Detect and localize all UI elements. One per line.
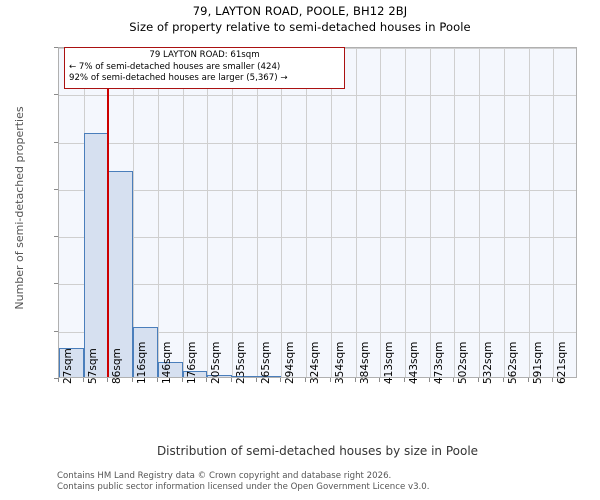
chart-subtitle: Size of property relative to semi-detach… — [129, 20, 471, 34]
y-axis-tick-mark — [54, 330, 58, 332]
x-axis-tick-label: 265sqm — [259, 341, 272, 384]
gridline-vertical — [157, 48, 159, 377]
x-axis-tick-mark — [305, 378, 307, 382]
x-axis-tick-label: 621sqm — [556, 341, 569, 384]
bar — [133, 326, 158, 377]
gridline-vertical — [306, 48, 308, 377]
gridline-vertical — [232, 48, 233, 377]
x-axis-tick-mark — [280, 378, 282, 382]
bar — [232, 375, 257, 377]
x-axis-tick-mark — [453, 378, 455, 382]
gridline-horizontal — [59, 142, 576, 144]
gridline-vertical — [281, 48, 283, 377]
annotation-line-2: ← 7% of semi-detached houses are smaller… — [69, 61, 281, 72]
gridline-vertical — [479, 48, 481, 377]
x-axis-tick-label: 86sqm — [111, 348, 124, 384]
x-axis-tick-mark — [354, 378, 356, 382]
footer-attribution: Contains HM Land Registry data © Crown c… — [57, 471, 429, 492]
gridline-vertical — [405, 48, 406, 377]
x-axis-tick-mark — [82, 378, 84, 382]
x-axis-tick-label: 57sqm — [86, 348, 99, 384]
x-axis-tick-mark — [478, 378, 480, 382]
x-axis-tick-label: 146sqm — [160, 341, 173, 384]
gridline-horizontal — [59, 189, 576, 191]
gridline-horizontal — [59, 95, 576, 97]
gridline-horizontal — [59, 237, 576, 239]
x-axis-tick-mark — [379, 378, 381, 382]
y-axis-tick-mark — [54, 47, 58, 48]
x-axis-tick-label: 502sqm — [457, 341, 470, 384]
x-axis-tick-label: 27sqm — [62, 348, 74, 384]
x-axis-tick-label: 384sqm — [358, 341, 371, 384]
property-annotation-box: 79 LAYTON ROAD: 61sqm ← 7% of semi-detac… — [64, 47, 345, 89]
bar — [207, 374, 232, 377]
plot-area — [58, 47, 577, 378]
x-axis-tick-mark — [329, 378, 331, 382]
gridline-vertical — [133, 48, 135, 377]
y-axis-tick-mark — [54, 236, 58, 238]
x-axis-tick-mark — [181, 378, 183, 382]
gridline-vertical — [553, 48, 555, 377]
gridline-vertical — [330, 48, 332, 377]
x-axis-tick-mark — [231, 378, 232, 382]
property-size-marker-line — [107, 48, 109, 377]
x-axis-tick-mark — [404, 378, 405, 382]
y-axis-label: Number of semi-detached properties — [13, 106, 26, 310]
gridline-horizontal — [59, 284, 576, 286]
x-axis-tick-mark — [428, 378, 430, 382]
bar — [59, 347, 84, 377]
bar — [108, 170, 134, 377]
x-axis-tick-label: 205sqm — [210, 341, 223, 384]
y-axis-tick-mark — [54, 378, 58, 379]
x-axis-tick-label: 294sqm — [284, 341, 297, 384]
x-axis-tick-label: 235sqm — [235, 341, 247, 384]
x-axis-tick-mark — [107, 378, 109, 382]
annotation-line-1: 79 LAYTON ROAD: 61sqm — [149, 50, 260, 60]
x-axis-tick-label: 413sqm — [383, 341, 396, 384]
x-axis-tick-mark — [527, 378, 529, 382]
x-axis-tick-mark — [552, 378, 554, 382]
gridline-vertical — [207, 48, 209, 377]
bar — [256, 375, 282, 377]
x-axis-tick-label: 324sqm — [309, 341, 322, 384]
x-axis-tick-mark — [206, 378, 208, 382]
gridline-vertical — [503, 48, 505, 377]
x-axis-tick-label: 562sqm — [506, 341, 519, 384]
x-axis-tick-label: 354sqm — [333, 341, 346, 384]
gridline-vertical — [182, 48, 184, 377]
y-axis-tick-mark — [54, 141, 58, 143]
x-axis-tick-label: 532sqm — [482, 341, 495, 384]
x-axis-tick-mark — [58, 378, 59, 382]
y-axis-tick-mark — [54, 283, 58, 285]
gridline-vertical — [528, 48, 530, 377]
x-axis-tick-label: 443sqm — [408, 341, 420, 384]
y-axis-tick-mark — [54, 94, 58, 96]
x-axis-tick-mark — [255, 378, 257, 382]
gridline-vertical — [380, 48, 382, 377]
bar — [182, 371, 208, 377]
x-axis-tick-label: 591sqm — [531, 341, 544, 384]
x-axis-label: Distribution of semi-detached houses by … — [156, 444, 479, 458]
gridline-horizontal — [59, 331, 576, 333]
y-axis-tick-mark — [54, 188, 58, 190]
gridline-vertical — [429, 48, 431, 377]
footer-line-2: Contains public sector information licen… — [57, 481, 430, 492]
gridline-vertical — [355, 48, 357, 377]
chart-title: 79, LAYTON ROAD, POOLE, BH12 2BJ — [192, 4, 408, 18]
bar — [83, 132, 109, 377]
footer-line-1: Contains HM Land Registry data © Crown c… — [57, 471, 392, 481]
x-axis-tick-label: 176sqm — [185, 341, 198, 384]
annotation-line-3: 92% of semi-detached houses are larger (… — [69, 73, 288, 83]
x-axis-tick-mark — [132, 378, 134, 382]
x-axis-tick-label: 473sqm — [432, 341, 445, 384]
gridline-vertical — [454, 48, 456, 377]
x-axis-tick-mark — [502, 378, 504, 382]
bar — [157, 361, 183, 377]
gridline-vertical — [256, 48, 258, 377]
x-axis-tick-label: 116sqm — [136, 341, 149, 384]
x-axis-tick-mark — [156, 378, 158, 382]
